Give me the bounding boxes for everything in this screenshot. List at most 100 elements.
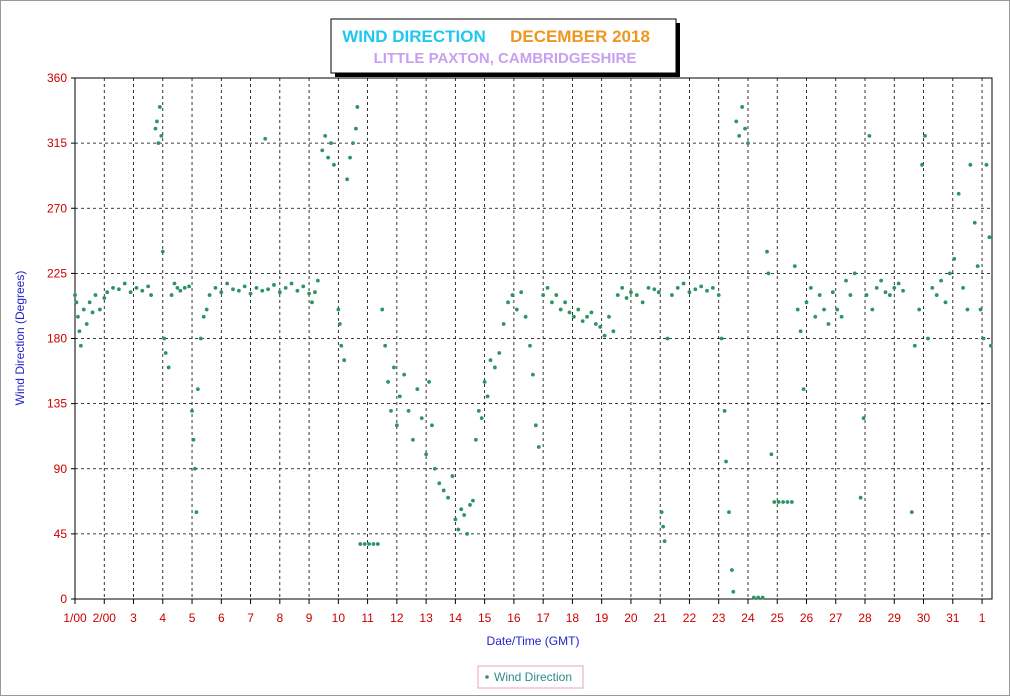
x-tick-label: 8 [276,611,283,625]
chart-period: DECEMBER 2018 [510,27,650,46]
data-point [392,365,396,370]
data-point [329,141,333,146]
x-tick-label: 5 [189,611,196,625]
data-point [313,290,317,295]
data-point [988,343,993,348]
data-point [441,488,446,493]
data-point [563,300,568,305]
data-point [277,290,282,295]
y-tick-label: 315 [47,136,67,150]
data-point [430,423,434,428]
data-point [947,271,952,276]
data-point [760,595,765,600]
data-point [646,285,651,290]
data-point [554,293,559,297]
data-point [459,507,464,512]
data-point [792,264,797,269]
data-point [462,513,467,517]
data-point [90,310,95,315]
data-point [479,416,484,420]
data-point [952,257,957,261]
data-point [765,249,769,254]
data-point [659,510,664,515]
data-point [506,300,510,305]
data-point [978,307,983,312]
data-point [550,300,554,305]
data-point [864,293,869,297]
x-tick-label: 30 [917,611,931,625]
chart-title: WIND DIRECTION [342,27,486,46]
data-point [602,333,607,338]
data-point [693,287,698,292]
data-point [450,474,455,478]
y-tick-label: 0 [60,592,67,606]
data-point [128,290,133,295]
data-point [175,285,180,290]
data-point [724,459,728,464]
data-point [195,387,200,392]
data-point [531,372,535,377]
data-point [519,290,524,295]
y-tick-label: 225 [47,266,67,280]
data-point [225,281,230,286]
data-point [892,285,897,290]
data-point [634,293,639,297]
data-point [652,287,657,292]
data-point [839,314,844,319]
data-point [263,136,268,141]
data-point [295,288,300,293]
data-point [77,329,82,334]
data-point [149,293,153,297]
data-point [198,336,203,341]
data-point [523,314,528,319]
data-point [961,285,965,290]
data-point [485,394,490,399]
data-point [501,322,506,326]
data-point [468,503,472,507]
data-point [681,281,686,286]
data-point [580,319,585,324]
data-point [315,278,320,283]
data-point [593,322,598,326]
data-point [785,500,790,504]
data-point [729,568,734,572]
y-tick-label: 45 [54,527,68,541]
x-tick-label: 4 [159,611,166,625]
data-point [204,307,209,312]
y-tick-label: 180 [47,332,67,346]
data-point [611,329,616,334]
data-point [323,133,328,138]
x-tick-label: 13 [419,611,433,625]
data-point [917,307,922,312]
data-point [669,293,674,297]
data-point [342,358,347,363]
data-point [242,284,247,289]
data-point [909,510,914,515]
data-point [901,288,905,293]
data-point [541,293,546,297]
data-point [528,343,532,348]
data-point [571,314,576,319]
data-point [835,307,840,312]
data-point [432,466,437,471]
data-point [813,314,818,319]
x-tick-label: 3 [130,611,137,625]
data-point [289,281,294,286]
data-point [789,500,794,504]
data-point [93,293,98,297]
data-point [134,285,139,290]
data-point [194,510,199,515]
data-point [166,365,171,370]
data-point [84,322,89,326]
data-point [822,307,826,312]
data-point [182,285,187,290]
data-point [371,542,376,546]
data-point [419,416,424,420]
data-point [589,310,594,315]
data-point [156,141,161,146]
data-point [737,133,742,138]
data-point [353,126,358,131]
data-point [746,141,750,146]
x-tick-label: 23 [712,611,726,625]
